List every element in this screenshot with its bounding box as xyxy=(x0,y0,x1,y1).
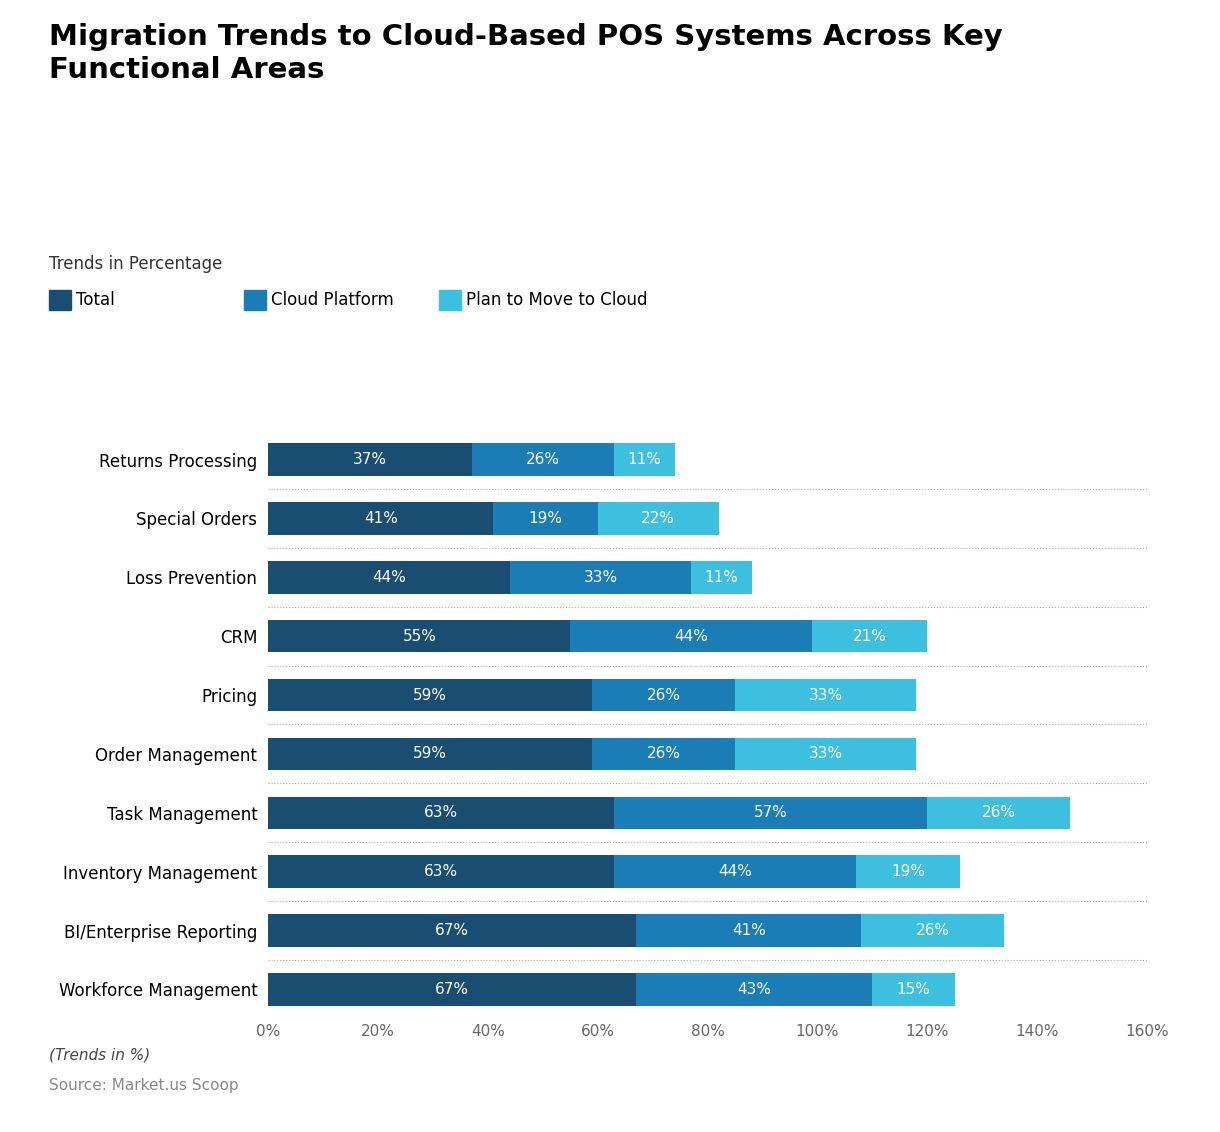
Bar xyxy=(570,620,811,652)
Bar xyxy=(592,738,734,770)
Text: 44%: 44% xyxy=(675,628,708,644)
Bar xyxy=(637,915,861,946)
Text: 19%: 19% xyxy=(528,511,562,526)
Text: 26%: 26% xyxy=(916,923,949,938)
Bar xyxy=(268,503,493,534)
Bar xyxy=(268,679,592,711)
Text: 41%: 41% xyxy=(364,511,398,526)
Bar xyxy=(268,974,637,1005)
Text: Source: Market.us Scoop: Source: Market.us Scoop xyxy=(49,1078,238,1092)
Text: 63%: 63% xyxy=(425,864,459,880)
Text: 63%: 63% xyxy=(425,805,459,821)
Bar xyxy=(268,797,614,829)
Text: 59%: 59% xyxy=(414,746,448,762)
Text: 67%: 67% xyxy=(436,981,470,997)
Bar xyxy=(614,444,675,475)
Text: (Trends in %): (Trends in %) xyxy=(49,1047,150,1062)
Bar xyxy=(268,561,510,593)
Bar xyxy=(927,797,1070,829)
Bar xyxy=(493,503,598,534)
Bar xyxy=(614,797,927,829)
Text: Migration Trends to Cloud-Based POS Systems Across Key
Functional Areas: Migration Trends to Cloud-Based POS Syst… xyxy=(49,23,1003,84)
Bar xyxy=(734,738,916,770)
Text: 44%: 44% xyxy=(372,569,406,585)
Text: Trends in Percentage: Trends in Percentage xyxy=(49,255,222,273)
Bar xyxy=(510,561,691,593)
Text: Plan to Move to Cloud: Plan to Move to Cloud xyxy=(466,291,648,309)
Text: 43%: 43% xyxy=(737,981,771,997)
Bar xyxy=(471,444,614,475)
Bar xyxy=(268,738,592,770)
Bar xyxy=(813,620,927,652)
Bar xyxy=(268,444,471,475)
Text: 33%: 33% xyxy=(809,746,843,762)
Text: 37%: 37% xyxy=(353,452,387,468)
Bar xyxy=(592,679,734,711)
Text: 33%: 33% xyxy=(583,569,617,585)
Text: 26%: 26% xyxy=(647,746,681,762)
Bar xyxy=(268,620,570,652)
Bar xyxy=(691,561,752,593)
Bar xyxy=(861,915,1004,946)
Text: Total: Total xyxy=(76,291,115,309)
Bar xyxy=(637,974,872,1005)
Text: 26%: 26% xyxy=(647,687,681,703)
Text: 44%: 44% xyxy=(719,864,752,880)
Text: 33%: 33% xyxy=(809,687,843,703)
Text: 22%: 22% xyxy=(642,511,675,526)
Text: Cloud Platform: Cloud Platform xyxy=(271,291,394,309)
Text: 26%: 26% xyxy=(526,452,560,468)
Bar xyxy=(856,856,960,887)
Text: 57%: 57% xyxy=(754,805,788,821)
Text: 15%: 15% xyxy=(897,981,931,997)
Text: 59%: 59% xyxy=(414,687,448,703)
Text: 11%: 11% xyxy=(704,569,738,585)
Text: 26%: 26% xyxy=(982,805,1015,821)
Text: 11%: 11% xyxy=(627,452,661,468)
Bar xyxy=(598,503,719,534)
Bar xyxy=(268,856,614,887)
Text: 19%: 19% xyxy=(891,864,925,880)
Bar xyxy=(614,856,855,887)
Text: 67%: 67% xyxy=(436,923,470,938)
Bar xyxy=(734,679,916,711)
Bar xyxy=(872,974,954,1005)
Text: 55%: 55% xyxy=(403,628,437,644)
Text: 21%: 21% xyxy=(853,628,887,644)
Bar xyxy=(268,915,637,946)
Text: 41%: 41% xyxy=(732,923,766,938)
